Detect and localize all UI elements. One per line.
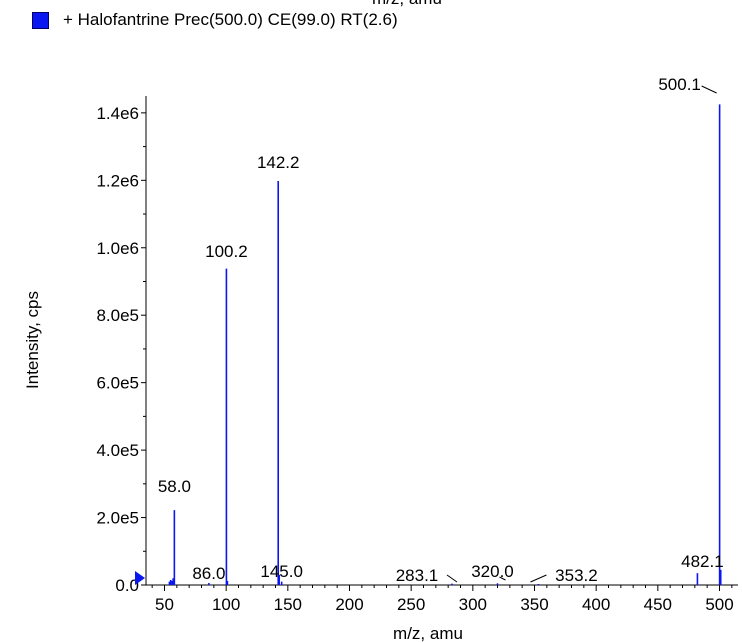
x-tick-label: 50 xyxy=(155,595,174,614)
peak-label-leader xyxy=(701,85,717,94)
peaks-group xyxy=(168,104,722,585)
peak-label: 482.1 xyxy=(681,552,724,571)
x-tick-label: 250 xyxy=(397,595,425,614)
x-tick-label: 400 xyxy=(582,595,610,614)
peak-label: 353.2 xyxy=(555,566,598,585)
peak-label: 142.2 xyxy=(257,153,300,172)
y-tick-label: 1.4e6 xyxy=(96,104,139,123)
x-tick-label: 450 xyxy=(644,595,672,614)
peak-label-leader xyxy=(446,574,458,583)
y-tick-label: 6.0e5 xyxy=(96,374,139,393)
peak-labels-group: 58.0 86.0 100.2 142.2 145.0 283.1 320.0 353.2 48… xyxy=(158,75,724,585)
x-tick-label: 350 xyxy=(520,595,548,614)
peak-label: 100.2 xyxy=(205,242,248,261)
x-tick-label: 100 xyxy=(212,595,240,614)
peak-label: 283.1 xyxy=(396,566,439,585)
peak-label: 320.0 xyxy=(471,562,514,581)
legend: + Halofantrine Prec(500.0) CE(99.0) RT(2… xyxy=(32,6,398,34)
peak-label: 145.0 xyxy=(260,562,303,581)
peak-label: 58.0 xyxy=(158,477,191,496)
baseline-marker-icon[interactable] xyxy=(135,571,145,585)
y-axis-title: Intensity, cps xyxy=(23,291,42,389)
y-tick-label: 0.0 xyxy=(115,576,139,595)
x-axis-title: m/z, amu xyxy=(393,624,463,643)
y-tick-label: 2.0e5 xyxy=(96,509,139,528)
peak-label: 500.1 xyxy=(658,75,701,94)
y-tick-label: 1.2e6 xyxy=(96,171,139,190)
x-tick-label: 500 xyxy=(705,595,733,614)
y-tick-label: 8.0e5 xyxy=(96,306,139,325)
x-tick-label: 150 xyxy=(274,595,302,614)
peak-label-leader xyxy=(530,574,547,583)
peak-label: 86.0 xyxy=(192,564,225,583)
legend-swatch xyxy=(32,11,49,29)
y-tick-label: 4.0e5 xyxy=(96,441,139,460)
peak-label-leader xyxy=(499,576,506,581)
y-axis: 0.0 2.0e5 4.0e5 6.0e5 8.0e5 1.0e6 1.2e6 1.4e6 xyxy=(96,96,147,595)
x-axis: 50 100 150 200 250 300 350 400 450 500 xyxy=(146,584,738,614)
x-tick-label: 300 xyxy=(459,595,487,614)
x-tick-label: 200 xyxy=(335,595,363,614)
cut-axis-title: m/z, amu xyxy=(372,0,442,9)
y-tick-label: 1.0e6 xyxy=(96,239,139,258)
legend-label: + Halofantrine Prec(500.0) CE(99.0) RT(2… xyxy=(63,10,398,29)
